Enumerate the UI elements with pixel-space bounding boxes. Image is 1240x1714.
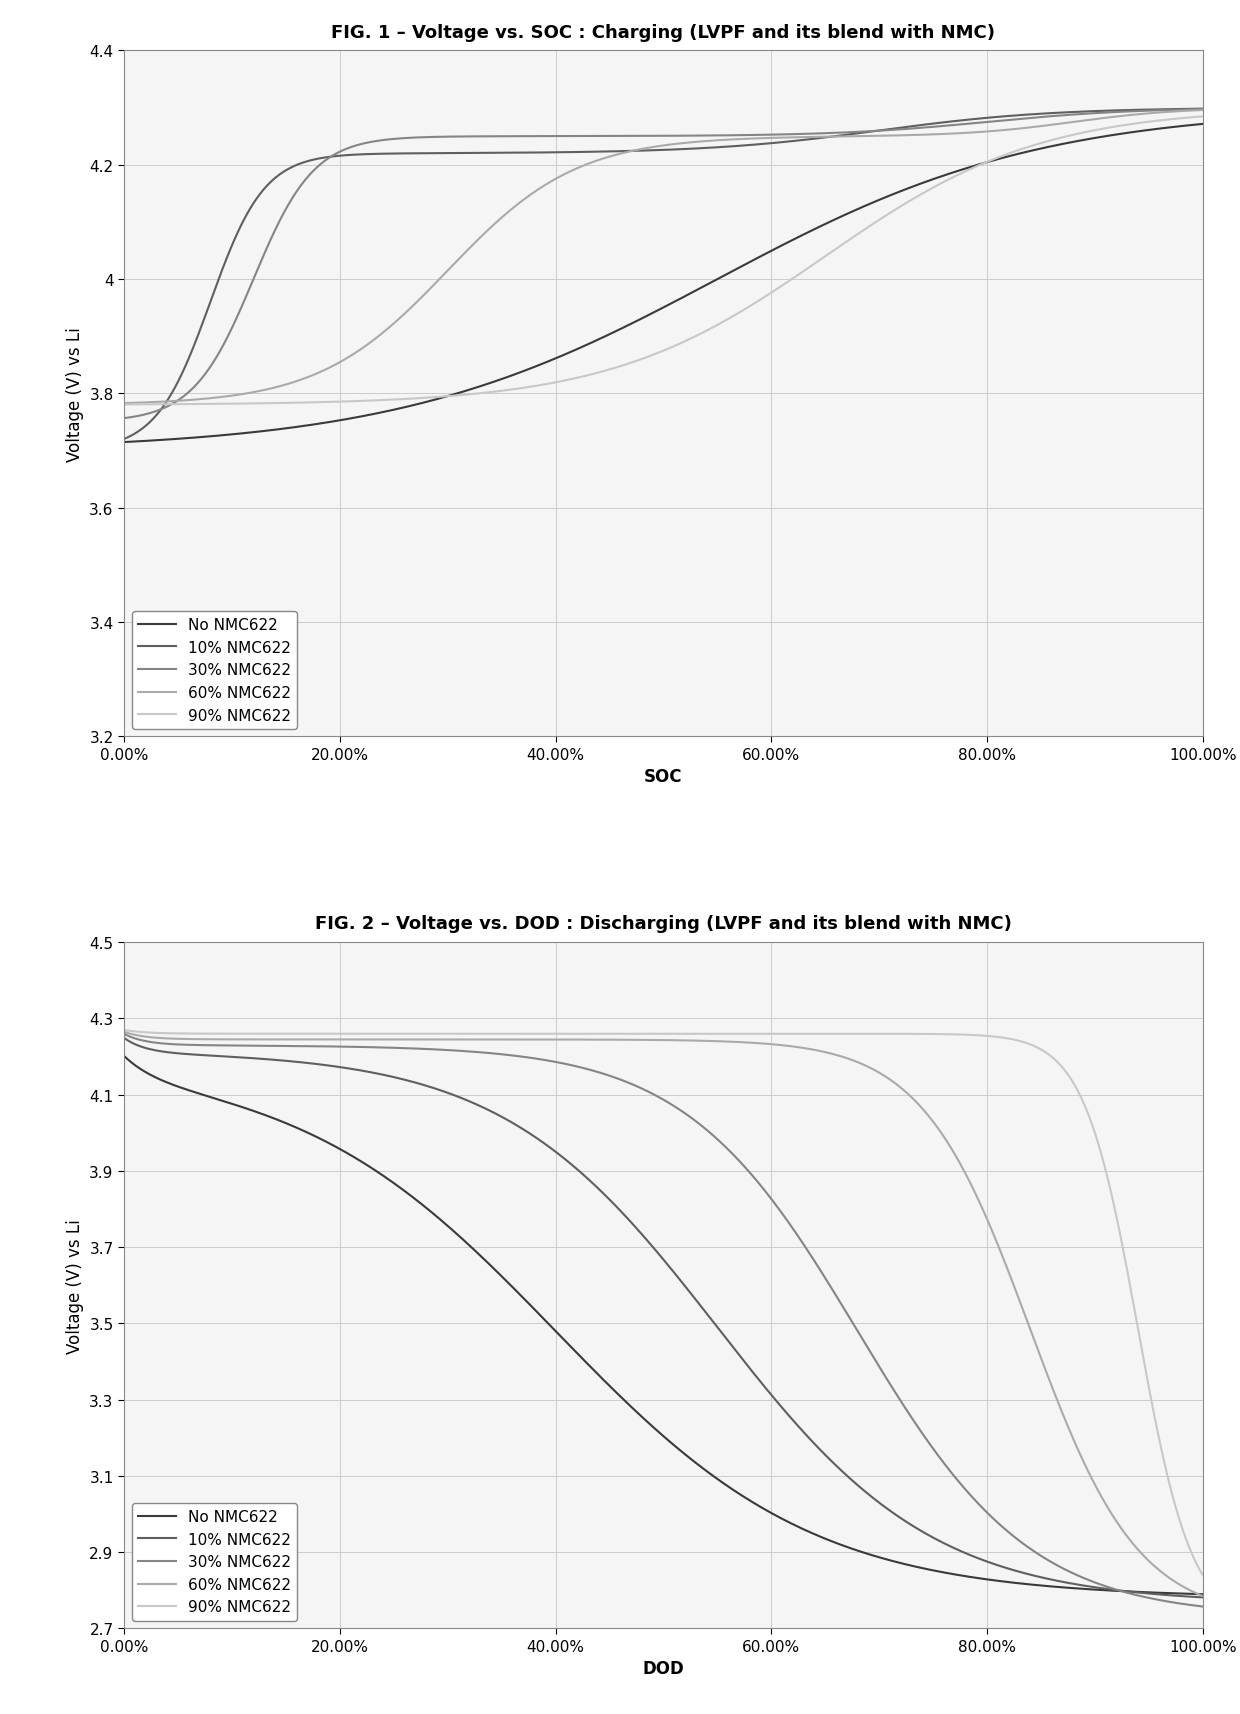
30% NMC622 — [857, 1333, 872, 1354]
No NMC622 — [117, 432, 131, 452]
60% NMC622 — [553, 1030, 568, 1051]
90% NMC622 — [1195, 1565, 1210, 1585]
10% NMC622 — [957, 111, 972, 132]
10% NMC622 — [227, 231, 242, 252]
30% NMC622 — [117, 408, 131, 428]
90% NMC622 — [857, 219, 872, 240]
No NMC622 — [227, 1095, 242, 1116]
60% NMC622 — [977, 122, 992, 142]
10% NMC622 — [977, 1551, 992, 1572]
Line: 90% NMC622: 90% NMC622 — [124, 117, 1203, 405]
60% NMC622 — [1195, 101, 1210, 122]
10% NMC622 — [857, 123, 872, 144]
90% NMC622 — [977, 1025, 992, 1046]
10% NMC622 — [591, 142, 606, 163]
10% NMC622 — [117, 430, 131, 451]
60% NMC622 — [857, 127, 872, 147]
No NMC622 — [977, 1568, 992, 1589]
No NMC622 — [117, 1046, 131, 1066]
60% NMC622 — [117, 394, 131, 415]
60% NMC622 — [117, 1022, 131, 1042]
Legend: No NMC622, 10% NMC622, 30% NMC622, 60% NMC622, 90% NMC622: No NMC622, 10% NMC622, 30% NMC622, 60% N… — [131, 1503, 298, 1621]
No NMC622 — [1195, 1584, 1210, 1604]
90% NMC622 — [977, 154, 992, 175]
30% NMC622 — [977, 1500, 992, 1520]
90% NMC622 — [957, 163, 972, 183]
10% NMC622 — [857, 1481, 872, 1501]
Title: FIG. 1 – Voltage vs. SOC : Charging (LVPF and its blend with NMC): FIG. 1 – Voltage vs. SOC : Charging (LVP… — [331, 24, 996, 41]
90% NMC622 — [1195, 106, 1210, 127]
No NMC622 — [957, 159, 972, 180]
30% NMC622 — [591, 127, 606, 147]
No NMC622 — [957, 1567, 972, 1587]
60% NMC622 — [227, 1030, 242, 1051]
Line: 10% NMC622: 10% NMC622 — [124, 1039, 1203, 1597]
Line: No NMC622: No NMC622 — [124, 1056, 1203, 1594]
90% NMC622 — [227, 1023, 242, 1044]
Y-axis label: Voltage (V) vs Li: Voltage (V) vs Li — [66, 327, 83, 461]
90% NMC622 — [227, 394, 242, 415]
60% NMC622 — [227, 386, 242, 406]
Y-axis label: Voltage (V) vs Li: Voltage (V) vs Li — [66, 1219, 83, 1352]
Line: 60% NMC622: 60% NMC622 — [124, 1032, 1203, 1596]
Line: 30% NMC622: 30% NMC622 — [124, 110, 1203, 418]
90% NMC622 — [591, 1023, 606, 1044]
90% NMC622 — [591, 363, 606, 384]
60% NMC622 — [957, 123, 972, 144]
60% NMC622 — [591, 151, 606, 171]
30% NMC622 — [117, 1023, 131, 1044]
X-axis label: DOD: DOD — [642, 1659, 684, 1678]
No NMC622 — [553, 1327, 568, 1347]
30% NMC622 — [553, 1052, 568, 1073]
90% NMC622 — [957, 1025, 972, 1046]
10% NMC622 — [553, 142, 568, 163]
No NMC622 — [857, 197, 872, 218]
Line: 30% NMC622: 30% NMC622 — [124, 1034, 1203, 1606]
90% NMC622 — [553, 1023, 568, 1044]
30% NMC622 — [1195, 99, 1210, 120]
No NMC622 — [227, 425, 242, 446]
10% NMC622 — [553, 1145, 568, 1166]
30% NMC622 — [227, 314, 242, 334]
60% NMC622 — [1195, 1585, 1210, 1606]
30% NMC622 — [957, 1479, 972, 1500]
Line: 90% NMC622: 90% NMC622 — [124, 1030, 1203, 1575]
90% NMC622 — [553, 372, 568, 393]
10% NMC622 — [591, 1179, 606, 1200]
30% NMC622 — [553, 127, 568, 147]
60% NMC622 — [857, 1056, 872, 1076]
X-axis label: SOC: SOC — [644, 768, 683, 787]
Line: 10% NMC622: 10% NMC622 — [124, 110, 1203, 440]
10% NMC622 — [957, 1543, 972, 1563]
90% NMC622 — [117, 1020, 131, 1040]
No NMC622 — [591, 1366, 606, 1387]
90% NMC622 — [857, 1023, 872, 1044]
Legend: No NMC622, 10% NMC622, 30% NMC622, 60% NMC622, 90% NMC622: No NMC622, 10% NMC622, 30% NMC622, 60% N… — [131, 612, 298, 730]
10% NMC622 — [977, 108, 992, 129]
10% NMC622 — [1195, 1587, 1210, 1608]
10% NMC622 — [227, 1047, 242, 1068]
60% NMC622 — [977, 1203, 992, 1224]
30% NMC622 — [591, 1063, 606, 1083]
30% NMC622 — [977, 113, 992, 134]
30% NMC622 — [957, 115, 972, 135]
60% NMC622 — [591, 1030, 606, 1051]
10% NMC622 — [117, 1028, 131, 1049]
No NMC622 — [553, 346, 568, 367]
No NMC622 — [591, 329, 606, 350]
30% NMC622 — [1195, 1596, 1210, 1616]
No NMC622 — [1195, 115, 1210, 135]
Line: 60% NMC622: 60% NMC622 — [124, 111, 1203, 405]
90% NMC622 — [117, 394, 131, 415]
No NMC622 — [857, 1543, 872, 1563]
Line: No NMC622: No NMC622 — [124, 125, 1203, 442]
10% NMC622 — [1195, 99, 1210, 120]
30% NMC622 — [857, 122, 872, 142]
No NMC622 — [977, 154, 992, 175]
60% NMC622 — [553, 166, 568, 187]
30% NMC622 — [227, 1035, 242, 1056]
Title: FIG. 2 – Voltage vs. DOD : Discharging (LVPF and its blend with NMC): FIG. 2 – Voltage vs. DOD : Discharging (… — [315, 915, 1012, 932]
60% NMC622 — [957, 1164, 972, 1184]
